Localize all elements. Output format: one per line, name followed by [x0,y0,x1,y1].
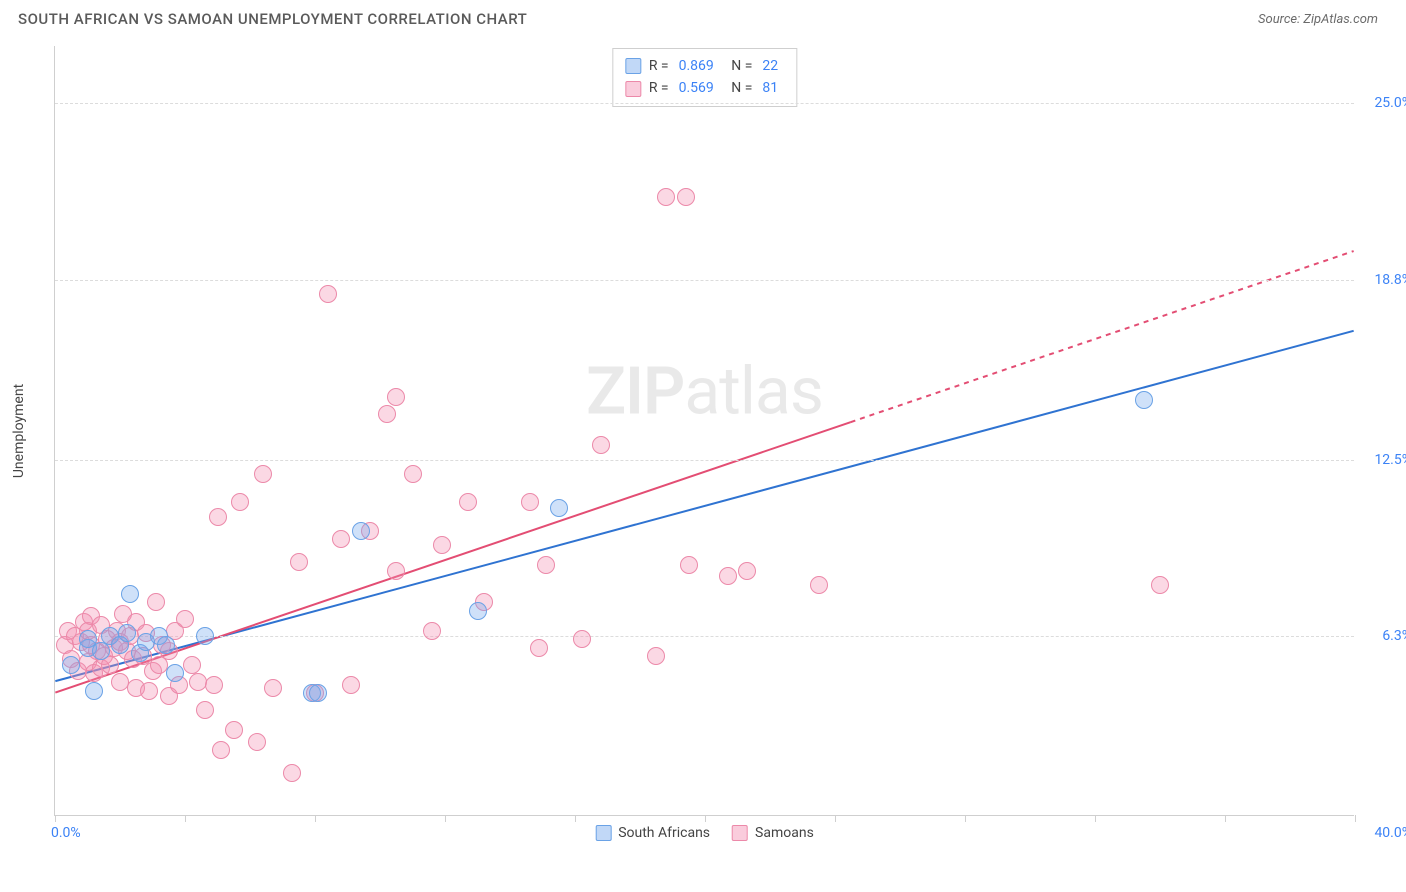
x-tick [55,815,56,822]
x-tick [1355,815,1356,822]
x-tick [575,815,576,822]
watermark: ZIPatlas [586,354,823,431]
data-point [212,741,230,759]
data-point [352,522,370,540]
legend-item-south-africans: South Africans [595,825,710,841]
chart-header: SOUTH AFRICAN VS SAMOAN UNEMPLOYMENT COR… [0,0,1406,36]
gridline-h [55,280,1354,281]
data-point [378,405,396,423]
correlation-legend: R = 0.869 N = 22 R = 0.569 N = 81 [612,48,797,107]
data-point [530,639,548,657]
data-point [738,562,756,580]
data-point [189,673,207,691]
data-point [404,465,422,483]
data-point [118,624,136,642]
data-point [537,556,555,574]
data-point [183,656,201,674]
data-point [264,679,282,697]
data-point [309,684,327,702]
data-point [196,701,214,719]
data-point [469,602,487,620]
data-point [248,733,266,751]
legend-label-blue: South Africans [618,825,710,841]
legend-row-blue: R = 0.869 N = 22 [625,55,784,77]
n-value-pink: 81 [762,77,778,99]
r-value-pink: 0.569 [679,77,714,99]
data-point [433,536,451,554]
trend-lines [55,46,1354,815]
chart-container: Unemployment ZIPatlas R = 0.869 N = 22 R… [54,46,1380,816]
data-point [677,188,695,206]
x-tick [705,815,706,822]
data-point [290,553,308,571]
gridline-h [55,636,1354,637]
data-point [176,610,194,628]
x-tick [445,815,446,822]
data-point [254,465,272,483]
data-point [573,630,591,648]
data-point [521,493,539,511]
x-tick [1225,815,1226,822]
y-tick-label: 18.8% [1374,272,1406,288]
data-point [550,499,568,517]
data-point [459,493,477,511]
n-value-blue: 22 [762,55,778,77]
gridline-h [55,103,1354,104]
data-point [157,636,175,654]
data-point [62,656,80,674]
data-point [209,508,227,526]
data-point [680,556,698,574]
y-axis-label: Unemployment [11,383,27,477]
data-point [423,622,441,640]
data-point [810,576,828,594]
x-tick [835,815,836,822]
series-legend: South Africans Samoans [595,825,814,841]
y-tick-label: 12.5% [1374,452,1406,468]
data-point [387,562,405,580]
legend-label-pink: Samoans [755,825,814,841]
data-point [121,585,139,603]
data-point [387,388,405,406]
legend-row-pink: R = 0.569 N = 81 [625,77,784,99]
chart-source: Source: ZipAtlas.com [1258,12,1378,27]
data-point [1135,391,1153,409]
x-tick [185,815,186,822]
data-point [332,530,350,548]
data-point [85,682,103,700]
gridline-h [55,460,1354,461]
legend-item-samoans: Samoans [732,825,814,841]
plot-area: Unemployment ZIPatlas R = 0.869 N = 22 R… [54,46,1354,816]
data-point [225,721,243,739]
x-tick-label: 0.0% [51,825,81,841]
data-point [283,764,301,782]
x-tick [315,815,316,822]
r-value-blue: 0.869 [679,55,714,77]
x-tick-label: 40.0% [1374,825,1406,841]
y-tick-label: 25.0% [1374,95,1406,111]
swatch-pink-icon [732,825,748,841]
data-point [196,627,214,645]
data-point [1151,576,1169,594]
data-point [147,593,165,611]
data-point [647,647,665,665]
swatch-blue-icon [595,825,611,841]
swatch-blue [625,58,641,74]
data-point [657,188,675,206]
y-tick-label: 6.3% [1382,628,1406,644]
chart-title: SOUTH AFRICAN VS SAMOAN UNEMPLOYMENT COR… [18,10,527,28]
data-point [719,567,737,585]
data-point [231,493,249,511]
swatch-pink [625,81,641,97]
data-point [342,676,360,694]
data-point [319,285,337,303]
data-point [205,676,223,694]
x-tick [965,815,966,822]
data-point [592,436,610,454]
x-tick [1095,815,1096,822]
data-point [140,682,158,700]
data-point [166,664,184,682]
